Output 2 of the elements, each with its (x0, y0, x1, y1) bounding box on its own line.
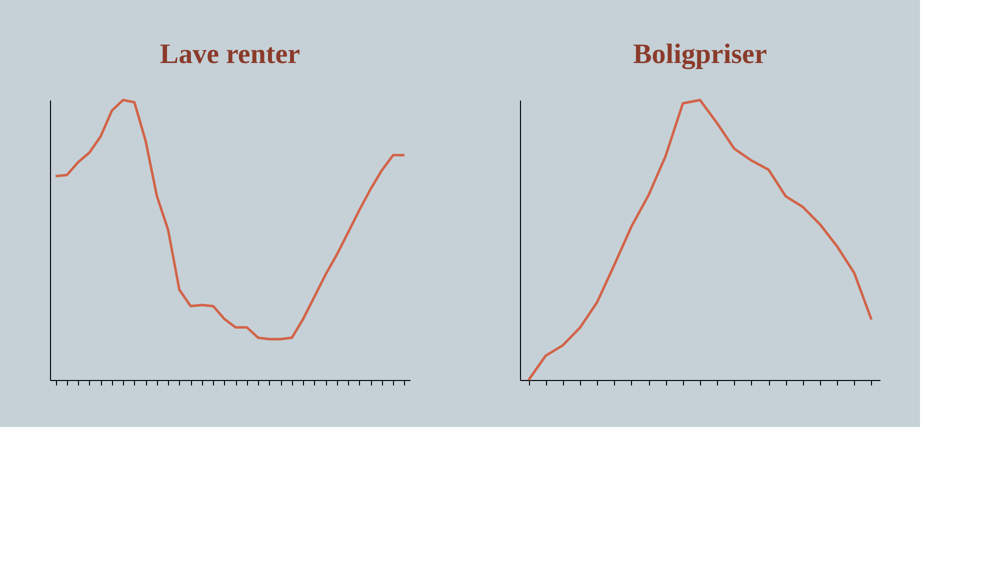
chart-title: Lave renter (160, 38, 300, 70)
chart-title: Boligpriser (633, 38, 767, 70)
